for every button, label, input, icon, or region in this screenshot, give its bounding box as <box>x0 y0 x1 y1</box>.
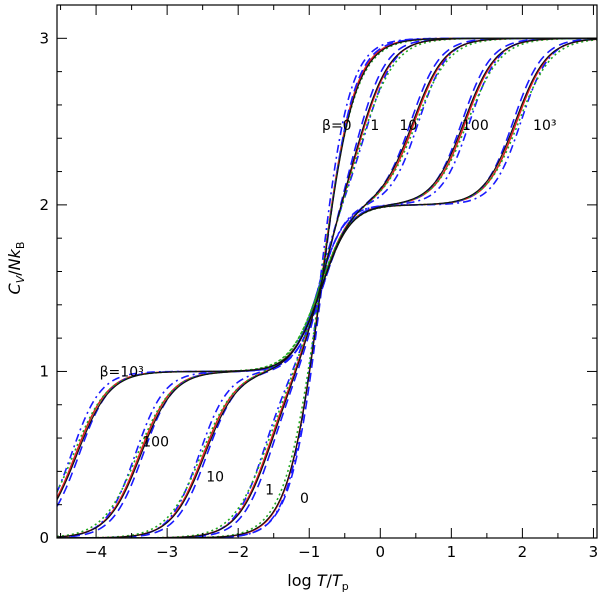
curve-label: 10³ <box>533 118 556 134</box>
curve-dash-dot-beta-1000 <box>57 38 597 493</box>
y-axis-label-sub-V: V <box>14 274 27 283</box>
curve-label: 1 <box>265 483 274 499</box>
x-tick-label: 1 <box>447 543 457 561</box>
y-tick-label: 3 <box>39 29 49 47</box>
curve-label: 10 <box>206 469 224 485</box>
y-axis-label-N: N <box>5 258 24 270</box>
y-axis-label-k: k <box>5 248 24 258</box>
curve-label: 100 <box>462 118 489 134</box>
x-axis-label-slash: / <box>327 571 333 590</box>
x-tick-label: −4 <box>85 543 107 561</box>
x-tick-label: −1 <box>298 543 320 561</box>
curve-label: β=10³ <box>100 364 144 380</box>
curve-label: 1 <box>370 118 379 134</box>
curve-label: β=0 <box>322 118 352 134</box>
ticks-layer: −4 −3 −2 −1 0 1 2 3 0 1 2 3 <box>39 5 598 561</box>
y-axis-label-sub-B: B <box>14 242 27 250</box>
x-axis-label-T: T <box>317 571 328 590</box>
curve-label: 10 <box>399 118 417 134</box>
y-tick-label: 2 <box>39 196 49 214</box>
x-tick-label: −3 <box>156 543 178 561</box>
x-axis-label-sub-p: p <box>342 580 349 593</box>
x-axis-label: log T/Tp <box>287 571 348 593</box>
y-axis-label: CV/NkB <box>5 242 27 295</box>
x-tick-label: −2 <box>227 543 249 561</box>
curve-label: 0 <box>300 491 309 507</box>
y-axis-label-slash: / <box>5 270 24 276</box>
y-tick-label: 1 <box>39 362 49 380</box>
x-tick-label: 0 <box>376 543 386 561</box>
y-tick-label: 0 <box>39 529 49 547</box>
curve-label: 100 <box>142 434 169 450</box>
x-tick-label: 3 <box>589 543 599 561</box>
x-tick-label: 2 <box>518 543 528 561</box>
curve-dashed-beta-100 <box>57 37 597 538</box>
curve-thin-beta-1000 <box>57 38 597 500</box>
y-axis-label-C: C <box>5 282 24 294</box>
x-axis-label-log: log <box>287 571 316 590</box>
x-axis-label-T2: T <box>332 571 343 590</box>
curves-layer <box>57 37 597 538</box>
